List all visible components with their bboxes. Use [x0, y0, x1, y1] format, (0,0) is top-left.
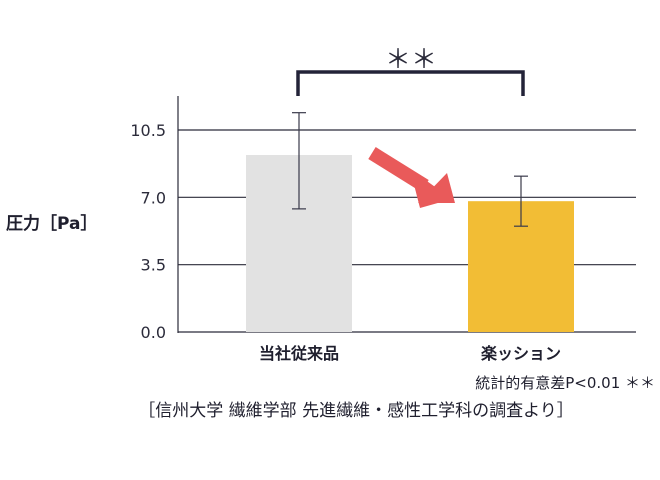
y-tick-label: 10.5	[130, 121, 166, 140]
significance-bracket	[296, 70, 525, 96]
x-category-label: 楽ッション	[480, 344, 561, 363]
y-tick-label: 3.5	[141, 256, 166, 275]
y-axis-label: 圧力［Pa］	[6, 213, 97, 234]
x-category-label: 当社従来品	[259, 344, 339, 363]
decrease-arrow-icon	[368, 147, 455, 208]
significance-note: 統計的有意差P<0.01 ＊＊	[475, 374, 655, 392]
y-tick-label: 7.0	[141, 188, 166, 207]
significance-stars: ＊＊	[385, 45, 437, 75]
y-tick-label: 0.0	[141, 323, 166, 342]
source-citation: ［信州大学 繊維学部 先進繊維・感性工学科の調査より］	[138, 401, 573, 421]
